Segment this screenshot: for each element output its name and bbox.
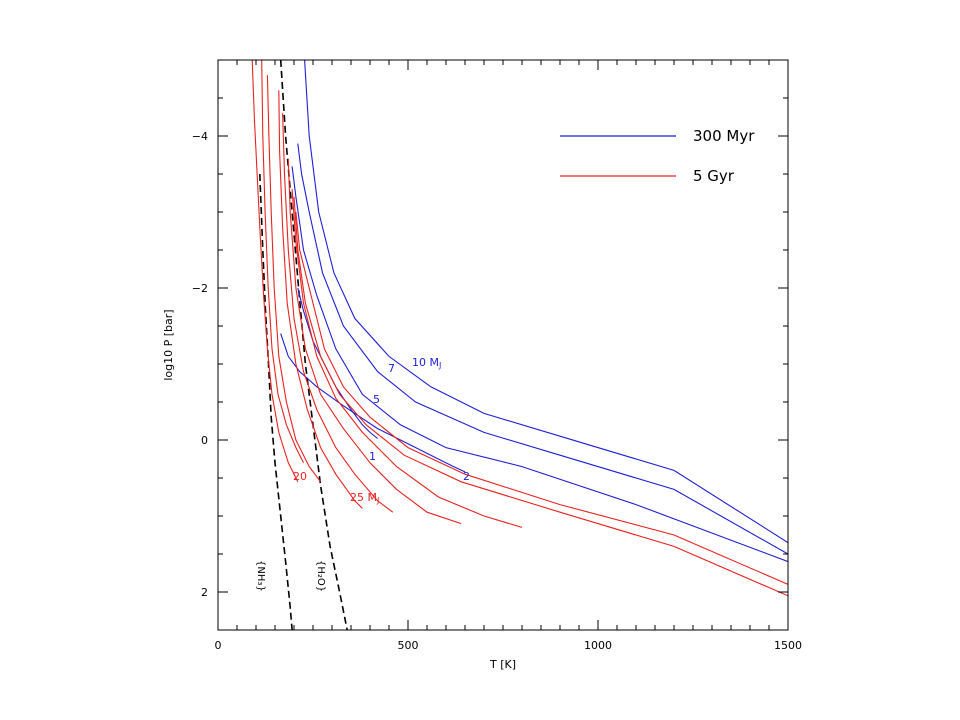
x-axis-title: T [K] bbox=[489, 658, 516, 671]
y-tick-label: −2 bbox=[192, 282, 208, 295]
legend-label-1: 5 Gyr bbox=[693, 167, 735, 185]
legend-label-0: 300 Myr bbox=[693, 127, 755, 145]
series-label-blue-1: 7 bbox=[388, 362, 395, 375]
series-line-red-13 bbox=[251, 60, 299, 483]
condensation-label-h2o: {H₂O} bbox=[315, 560, 326, 592]
y-tick-label: −4 bbox=[192, 130, 208, 143]
series-line-red-5 bbox=[295, 211, 788, 585]
series-line-red-8 bbox=[287, 158, 462, 525]
series-label-blue-3: 2 bbox=[463, 470, 470, 483]
legend: 300 Myr 5 Gyr bbox=[560, 127, 755, 185]
series-line-blue-0 bbox=[304, 60, 788, 544]
series-line-red-11 bbox=[266, 75, 322, 483]
series-line-red-9 bbox=[282, 113, 394, 513]
series-label-blue-4: 1 bbox=[369, 450, 376, 463]
x-tick-label: 1000 bbox=[584, 639, 612, 652]
series-label-blue-2: 5 bbox=[373, 393, 380, 406]
series-line-blue-1 bbox=[297, 143, 788, 555]
series-layer bbox=[251, 60, 788, 630]
series-label-red-5: 25 MJ bbox=[350, 491, 379, 505]
series-line-red-6 bbox=[293, 196, 788, 597]
plot-frame bbox=[217, 59, 789, 631]
condensation-curve-nh3 bbox=[259, 173, 293, 630]
x-tick-label: 500 bbox=[398, 639, 419, 652]
y-tick-label: 2 bbox=[201, 586, 208, 599]
series-line-red-12 bbox=[261, 60, 304, 464]
x-tick-label: 0 bbox=[215, 639, 222, 652]
x-tick-label: 1500 bbox=[774, 639, 802, 652]
y-tick-label: 0 bbox=[201, 434, 208, 447]
condensation-label-nh3: {NH₃} bbox=[255, 560, 266, 592]
series-line-blue-3 bbox=[280, 333, 466, 473]
series-line-red-10 bbox=[278, 90, 363, 509]
series-label-blue-0: 10 MJ bbox=[412, 356, 441, 370]
y-axis-title: log10 P [bar] bbox=[162, 309, 175, 380]
series-label-red-6: 20 bbox=[293, 470, 307, 483]
series-line-red-7 bbox=[291, 189, 523, 528]
plot-area bbox=[251, 60, 788, 630]
series-line-blue-2 bbox=[291, 166, 788, 563]
